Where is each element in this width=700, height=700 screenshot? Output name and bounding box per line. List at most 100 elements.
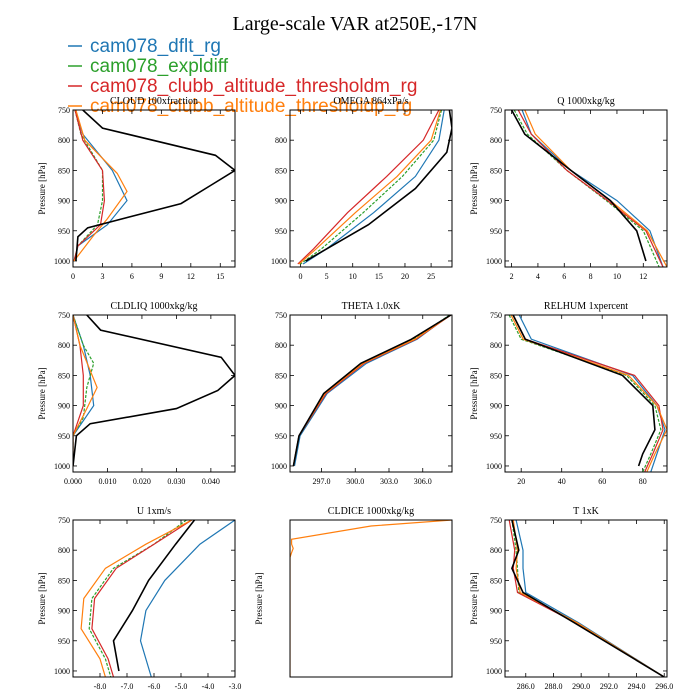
series-line: [508, 315, 662, 472]
plot-frame: [504, 519, 668, 678]
y-tick-label: 800: [58, 136, 70, 145]
panel-title: CLDLIQ 1000xkg/kg: [111, 301, 198, 312]
panel-title: T 1xK: [573, 506, 599, 517]
series-line: [298, 110, 442, 265]
x-tick-label: 0: [298, 272, 302, 281]
x-tick-label: 286.0: [517, 682, 535, 691]
x-tick-label: 20: [517, 477, 525, 486]
y-tick-label: 800: [490, 546, 502, 555]
figure-title: Large-scale VAR at250E,-17N: [233, 13, 478, 35]
y-tick-label: 950: [58, 227, 70, 236]
x-tick-label: -5.0: [175, 682, 188, 691]
panel-5: RELHUM 1xpercent Pressure [hPa] 750 800 850 9…: [469, 301, 668, 486]
x-tick-label: 292.0: [600, 682, 618, 691]
y-tick-label: 750: [490, 106, 502, 115]
x-tick-label: 15: [216, 272, 224, 281]
x-tick-label: 6: [130, 272, 134, 281]
series-line: [73, 315, 95, 466]
panel-title: CLOUD 100xfraction: [110, 96, 198, 107]
y-tick-label: 800: [58, 341, 70, 350]
y-tick-label: 750: [490, 516, 502, 525]
x-tick-label: 306.0: [414, 477, 432, 486]
x-tick-label: 4: [536, 272, 540, 281]
plot-frame: [504, 314, 668, 473]
y-tick-label: 900: [490, 607, 502, 616]
x-tick-label: 290.0: [572, 682, 590, 691]
x-tick-label: 0.010: [98, 477, 116, 486]
x-tick-label: 8: [589, 272, 593, 281]
plot-frame: [72, 109, 236, 268]
y-axis-label: Pressure [hPa]: [469, 572, 479, 624]
y-tick-label: 1000: [486, 257, 502, 266]
series-line: [297, 110, 440, 265]
y-tick-label: 850: [490, 576, 502, 585]
x-tick-label: 297.0: [313, 477, 331, 486]
series-line: [75, 110, 235, 262]
x-tick-label: 296.0: [655, 682, 673, 691]
series-line: [73, 315, 235, 467]
x-tick-label: 2: [510, 272, 514, 281]
x-tick-label: 60: [598, 477, 606, 486]
y-tick-label: 1000: [54, 667, 70, 676]
y-tick-label: 1000: [54, 257, 70, 266]
y-tick-label: 900: [275, 402, 287, 411]
legend-label: cam078_expldiff: [90, 56, 229, 77]
series-line: [73, 315, 98, 466]
panel-2: Q 1000xkg/kg Pressure [hPa] 750 800 850 900 95…: [469, 96, 668, 281]
y-tick-label: 900: [58, 607, 70, 616]
y-tick-label: 900: [490, 197, 502, 206]
series-line: [300, 110, 443, 265]
series-line: [515, 520, 665, 677]
y-axis-label: Pressure [hPa]: [469, 367, 479, 419]
panel-0: CLOUD 100xfraction Pressure [hPa] 750 800 85…: [37, 96, 236, 281]
y-tick-label: 850: [490, 166, 502, 175]
series-line: [292, 315, 452, 467]
panel-title: RELHUM 1xpercent: [544, 301, 628, 312]
legend: cam078_dflt_rgcam078_expldiffcam078_club…: [68, 36, 417, 117]
x-tick-label: -8.0: [94, 682, 107, 691]
y-tick-label: 900: [58, 402, 70, 411]
y-tick-label: 900: [490, 402, 502, 411]
y-tick-label: 800: [58, 546, 70, 555]
x-tick-label: -7.0: [121, 682, 134, 691]
y-tick-label: 950: [490, 432, 502, 441]
y-tick-label: 800: [275, 341, 287, 350]
y-tick-label: 1000: [486, 667, 502, 676]
y-tick-label: 950: [490, 637, 502, 646]
series-line: [80, 520, 193, 677]
series-line: [112, 520, 196, 672]
x-tick-label: 303.0: [380, 477, 398, 486]
series-line: [139, 520, 235, 677]
series-line: [512, 315, 656, 467]
x-tick-label: 12: [187, 272, 195, 281]
y-tick-label: 800: [490, 341, 502, 350]
y-axis-label: Pressure [hPa]: [37, 572, 47, 624]
x-tick-label: 40: [558, 477, 566, 486]
y-tick-label: 800: [275, 136, 287, 145]
plot-frame: [289, 314, 453, 473]
y-tick-label: 950: [275, 432, 287, 441]
y-tick-label: 850: [490, 371, 502, 380]
x-tick-label: 0.030: [167, 477, 185, 486]
plot-frame: [72, 519, 236, 678]
legend-label: cam078_clubb_altitude_thresholdm_rg: [90, 76, 417, 97]
x-tick-label: 3: [100, 272, 104, 281]
x-tick-label: 80: [639, 477, 647, 486]
x-tick-label: 0: [71, 272, 75, 281]
x-tick-label: 294.0: [628, 682, 646, 691]
x-tick-label: 0.000: [64, 477, 82, 486]
y-axis-label: Pressure [hPa]: [469, 162, 479, 214]
series-line: [73, 315, 95, 466]
y-tick-label: 850: [58, 371, 70, 380]
y-axis-label: Pressure [hPa]: [254, 572, 264, 624]
x-tick-label: 15: [375, 272, 383, 281]
x-tick-label: 9: [159, 272, 163, 281]
panel-8: T 1xK Pressure [hPa] 750 800 850 900 950 1000 28…: [469, 506, 673, 691]
y-tick-label: 750: [58, 311, 70, 320]
panel-4: THETA 1.0xK 750 800 850 900 950 1000 297.0 300.0…: [271, 301, 453, 486]
series-line: [511, 520, 665, 677]
y-tick-label: 750: [58, 516, 70, 525]
panel-7: CLDICE 1000xkg/kg Pressure [hPa]: [254, 506, 453, 678]
